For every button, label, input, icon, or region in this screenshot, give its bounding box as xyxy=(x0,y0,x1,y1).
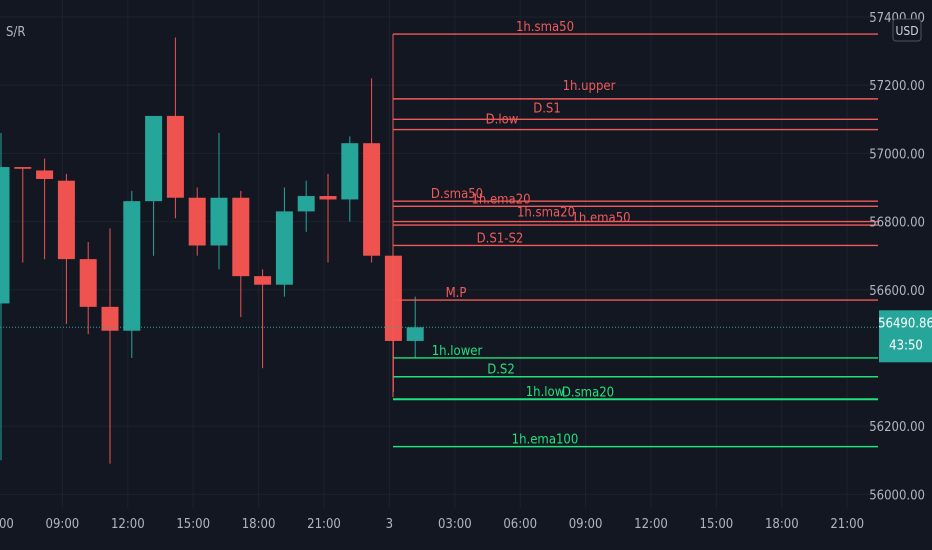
x-tick-label: 03:00 xyxy=(438,517,472,532)
candle-body xyxy=(254,276,272,285)
candle-body xyxy=(0,167,10,304)
sr-level-label: D.S1-S2 xyxy=(477,231,524,246)
x-tick-label: 09:00 xyxy=(569,517,603,532)
candle-body xyxy=(188,197,206,246)
sr-level-label: 1h.low xyxy=(526,385,565,400)
sr-level-label: 1h.ema20 xyxy=(471,192,530,207)
candle-body xyxy=(232,197,250,277)
sr-level-label: D.S2 xyxy=(487,363,515,378)
price-tag-value: 56490.86 xyxy=(878,316,932,331)
candle-body xyxy=(406,327,424,341)
price-tag-countdown: 43:50 xyxy=(889,338,923,353)
candle-body xyxy=(101,306,119,331)
sr-level-label: 1h.sma50 xyxy=(516,20,574,35)
candle-body xyxy=(341,143,359,200)
candle-body xyxy=(275,211,293,285)
sr-level-label: 1h.sma20 xyxy=(517,206,575,221)
candle-body xyxy=(57,180,75,260)
candle-body xyxy=(123,201,141,331)
y-tick-label: 56200.00 xyxy=(869,420,925,435)
candle-body xyxy=(145,115,163,202)
x-tick-label: 12:00 xyxy=(111,517,145,532)
price-tag: 56490.86 43:50 xyxy=(878,310,932,363)
x-tick-label: 06:00 xyxy=(0,517,14,532)
candle-body xyxy=(363,143,381,256)
candle-bodies xyxy=(0,115,424,341)
x-tick-label: 12:00 xyxy=(634,517,668,532)
x-tick-label: 18:00 xyxy=(242,517,276,532)
sr-level-label: 1h.lower xyxy=(432,344,483,359)
x-tick-label: 15:00 xyxy=(176,517,210,532)
x-tick-label: 21:00 xyxy=(307,517,341,532)
sr-level-label: D.S1 xyxy=(533,101,561,116)
y-tick-label: 56600.00 xyxy=(869,284,925,299)
y-tick-label: 56000.00 xyxy=(869,488,925,503)
candle-body xyxy=(319,196,337,200)
sr-level-label: D.sma20 xyxy=(562,386,614,401)
sr-level-label: 1h.ema50 xyxy=(571,211,630,226)
currency-button-label[interactable]: USD xyxy=(895,24,918,38)
sr-level-label: M.P xyxy=(446,286,467,301)
candle-body xyxy=(166,115,184,198)
sr-level-label: D.sma50 xyxy=(431,187,483,202)
price-tag-background xyxy=(879,310,932,363)
x-tick-label: 21:00 xyxy=(830,517,864,532)
y-tick-label: 56800.00 xyxy=(869,216,925,231)
x-tick-label: 3 xyxy=(386,517,393,532)
y-tick-label: 57000.00 xyxy=(869,147,925,162)
sr-level-label: 1h.upper xyxy=(563,79,616,94)
candle-body xyxy=(297,196,315,212)
sr-level-label: D.low xyxy=(486,113,519,128)
indicator-title[interactable]: S/R xyxy=(6,25,26,40)
currency-button[interactable]: USD xyxy=(892,18,922,42)
candle-body xyxy=(36,170,54,179)
x-tick-label: 18:00 xyxy=(765,517,799,532)
sr-level-label: 1h.ema100 xyxy=(512,433,579,448)
candle-body xyxy=(14,167,32,169)
candle-body xyxy=(79,259,97,307)
y-tick-label: 57200.00 xyxy=(869,79,925,94)
x-tick-label: 06:00 xyxy=(503,517,537,532)
currency-button-frame[interactable] xyxy=(892,18,922,42)
time-axis[interactable]: 06:00 09:00 12:00 15:00 18:00 21:00 3 03:00 06:0… xyxy=(0,517,864,532)
x-tick-label: 15:00 xyxy=(700,517,734,532)
x-tick-label: 09:00 xyxy=(46,517,80,532)
candle-body xyxy=(210,197,228,246)
